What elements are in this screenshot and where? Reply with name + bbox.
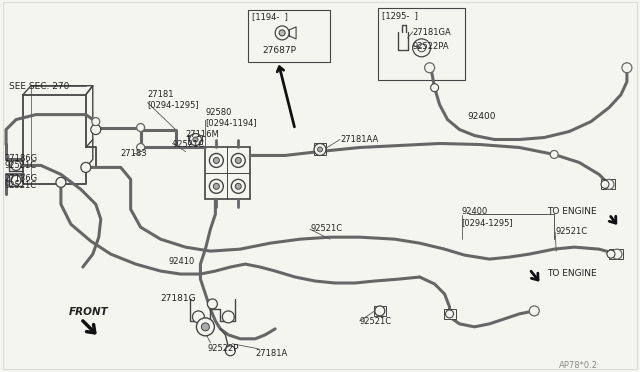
Text: [1194-  ]: [1194- ]	[252, 12, 288, 21]
Circle shape	[236, 183, 241, 189]
Circle shape	[279, 30, 285, 36]
Bar	[444, 309, 456, 319]
Text: AP78*0.2: AP78*0.2	[559, 361, 598, 370]
Circle shape	[231, 154, 245, 167]
Circle shape	[92, 118, 100, 126]
Circle shape	[207, 299, 218, 309]
Text: 92521C: 92521C	[4, 161, 36, 170]
Text: 92522PA: 92522PA	[413, 42, 449, 51]
Text: FRONT: FRONT	[69, 307, 109, 317]
Circle shape	[225, 346, 236, 356]
Circle shape	[424, 63, 435, 73]
Circle shape	[193, 311, 204, 323]
Circle shape	[91, 125, 100, 135]
Text: 27181G: 27181G	[161, 294, 196, 303]
Text: SEE SEC. 270: SEE SEC. 270	[9, 82, 70, 91]
Circle shape	[445, 310, 454, 318]
Text: 27186G: 27186G	[4, 174, 37, 183]
Circle shape	[604, 179, 614, 189]
Circle shape	[529, 306, 540, 316]
Text: 27116M: 27116M	[186, 129, 220, 138]
Text: 92580
[0294-1194]: 92580 [0294-1194]	[205, 108, 257, 127]
Circle shape	[202, 323, 209, 331]
Text: 92400: 92400	[467, 112, 496, 121]
Circle shape	[222, 311, 234, 323]
Text: 92521C: 92521C	[173, 140, 205, 148]
Bar	[601, 179, 615, 189]
Text: 27181
[0294-1295]: 27181 [0294-1295]	[148, 90, 199, 109]
Text: 92521C: 92521C	[4, 182, 36, 190]
Bar	[188, 135, 202, 144]
Text: TO ENGINE: TO ENGINE	[547, 269, 597, 278]
Circle shape	[196, 318, 214, 336]
Text: TO ENGINE: TO ENGINE	[547, 207, 597, 216]
Circle shape	[431, 84, 438, 92]
Text: 92521C: 92521C	[310, 224, 342, 233]
Text: 92400
[0294-1295]: 92400 [0294-1295]	[461, 207, 513, 227]
Bar	[378, 8, 465, 80]
Circle shape	[375, 306, 385, 316]
Circle shape	[314, 144, 326, 155]
Circle shape	[11, 175, 21, 185]
Circle shape	[193, 137, 198, 142]
Bar	[314, 144, 326, 155]
Text: 27186G: 27186G	[4, 154, 37, 163]
Circle shape	[622, 63, 632, 73]
Circle shape	[189, 134, 202, 145]
Bar	[248, 10, 330, 62]
Text: 92522P: 92522P	[207, 344, 239, 353]
Circle shape	[231, 179, 245, 193]
Circle shape	[612, 249, 622, 259]
Text: 27181GA: 27181GA	[413, 28, 451, 37]
Bar	[609, 249, 623, 259]
Circle shape	[550, 150, 558, 158]
Circle shape	[601, 180, 609, 188]
Circle shape	[137, 124, 145, 132]
Text: 27687P: 27687P	[262, 46, 296, 55]
Bar	[374, 306, 386, 316]
Circle shape	[209, 179, 223, 193]
Circle shape	[213, 157, 220, 163]
Circle shape	[56, 177, 66, 187]
Circle shape	[209, 154, 223, 167]
Circle shape	[236, 157, 241, 163]
Circle shape	[11, 160, 21, 170]
Text: 27181AA: 27181AA	[340, 135, 378, 144]
Text: 92521C: 92521C	[555, 227, 588, 236]
Circle shape	[607, 250, 615, 258]
Text: 92521C: 92521C	[360, 317, 392, 326]
Circle shape	[81, 163, 91, 172]
Text: [1295-  ]: [1295- ]	[382, 11, 418, 20]
Circle shape	[317, 147, 323, 152]
Bar	[205, 147, 250, 199]
Circle shape	[137, 144, 145, 151]
Circle shape	[213, 183, 220, 189]
Text: 92410: 92410	[168, 257, 195, 266]
Text: 27181A: 27181A	[255, 349, 287, 358]
Text: 27183: 27183	[121, 150, 147, 158]
